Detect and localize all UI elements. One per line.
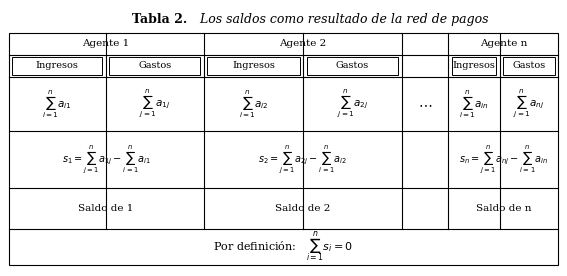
Text: $s_1 = \sum_{j=1}^{n} a_{1j} - \sum_{i=1}^{n} a_{i1}$: $s_1 = \sum_{j=1}^{n} a_{1j} - \sum_{i=1… (62, 144, 151, 176)
Text: $\sum_{i=1}^{n} a_{i1}$: $\sum_{i=1}^{n} a_{i1}$ (42, 88, 72, 120)
Text: $\cdots$: $\cdots$ (418, 97, 432, 111)
Text: Por definición:   $\sum_{i=1}^{n} s_i = 0$: Por definición: $\sum_{i=1}^{n} s_i = 0$ (213, 230, 354, 264)
Bar (452, 57, 496, 75)
Text: $\sum_{i=1}^{n} a_{in}$: $\sum_{i=1}^{n} a_{in}$ (459, 88, 489, 120)
Text: Gastos: Gastos (336, 62, 369, 70)
Text: Saldo de 2: Saldo de 2 (275, 204, 331, 213)
Bar (207, 57, 300, 75)
Text: $\sum_{j=1}^{n} a_{2j}$: $\sum_{j=1}^{n} a_{2j}$ (337, 88, 368, 120)
Text: Tabla 2.: Tabla 2. (132, 13, 187, 26)
Text: $\sum_{i=1}^{n} a_{i2}$: $\sum_{i=1}^{n} a_{i2}$ (239, 88, 268, 120)
Bar (307, 57, 399, 75)
Text: Los saldos como resultado de la red de pagos: Los saldos como resultado de la red de p… (196, 13, 488, 26)
Text: $s_2 = \sum_{j=1}^{n} a_{2j} - \sum_{i=1}^{n} a_{i2}$: $s_2 = \sum_{j=1}^{n} a_{2j} - \sum_{i=1… (259, 144, 347, 176)
Text: Agente 2: Agente 2 (279, 39, 327, 48)
Bar (12, 57, 103, 75)
Bar (503, 57, 555, 75)
Text: $\sum_{j=1}^{n} a_{nj}$: $\sum_{j=1}^{n} a_{nj}$ (513, 88, 545, 120)
Bar (9, 33, 558, 265)
Text: Saldo de n: Saldo de n (476, 204, 531, 213)
Text: Gastos: Gastos (513, 62, 545, 70)
Text: Agente 1: Agente 1 (83, 39, 130, 48)
Text: $s_n = \sum_{j=1}^{n} a_{nj} - \sum_{i=1}^{n} a_{in}$: $s_n = \sum_{j=1}^{n} a_{nj} - \sum_{i=1… (459, 144, 548, 176)
Text: Ingresos: Ingresos (36, 62, 79, 70)
Text: $\sum_{j=1}^{n} a_{1j}$: $\sum_{j=1}^{n} a_{1j}$ (139, 88, 171, 120)
Text: Agente n: Agente n (480, 39, 527, 48)
Text: Gastos: Gastos (138, 62, 171, 70)
Text: Saldo de 1: Saldo de 1 (78, 204, 134, 213)
Text: Ingresos: Ingresos (452, 62, 496, 70)
Bar (109, 57, 200, 75)
Text: Ingresos: Ingresos (232, 62, 275, 70)
